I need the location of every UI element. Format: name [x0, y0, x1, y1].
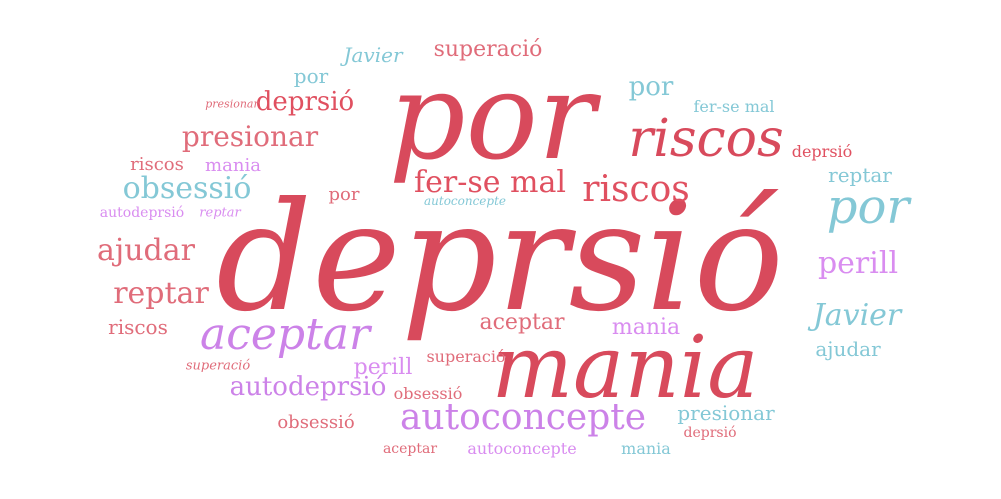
word-fer-se-mal-2: fer-se mal — [693, 97, 775, 116]
word-autodeprsio-1: autodeprsió — [229, 372, 387, 402]
word-reptar-3: reptar — [199, 205, 241, 221]
word-ajudar-1: ajudar — [97, 233, 195, 268]
word-aceptar-2: aceptar — [479, 310, 565, 335]
word-presionar-3: presionar — [205, 97, 259, 111]
word-ajudar-2: ajudar — [815, 337, 881, 361]
word-superacio-3: superació — [185, 358, 251, 374]
word-mania-3: mania — [205, 155, 261, 176]
word-javier-2: Javier — [343, 43, 403, 67]
word-mania-4: mania — [621, 439, 671, 458]
word-reptar-2: reptar — [828, 163, 892, 187]
word-por-3: por — [628, 72, 674, 102]
word-autoconcepte-2: autoconcepte — [467, 439, 577, 458]
word-obsessio-1: obsessió — [122, 171, 252, 206]
word-obsessio-3: obsessió — [393, 384, 463, 403]
word-deprsio-4: deprsió — [683, 425, 737, 441]
word-por-5: por — [328, 184, 360, 205]
word-deprsio-3: deprsió — [791, 142, 853, 161]
word-superacio-2: superació — [426, 347, 506, 366]
word-obsessio-2: obsessió — [277, 412, 355, 433]
word-fer-se-mal-1: fer-se mal — [414, 165, 566, 200]
word-perill-1: perill — [817, 246, 899, 281]
word-presionar-1: presionar — [181, 120, 319, 153]
word-deprsio-2: deprsió — [255, 87, 355, 117]
word-mania-2: mania — [611, 315, 681, 340]
word-por-large: por — [388, 48, 596, 187]
word-superacio-1: superació — [433, 37, 543, 62]
word-reptar-1: reptar — [113, 276, 209, 311]
word-riscos-2: riscos — [582, 169, 690, 210]
word-riscos-1: riscos — [628, 109, 784, 169]
word-javier-1: Javier — [812, 298, 902, 333]
word-aceptar-3: aceptar — [382, 441, 438, 457]
word-mania-large: mania — [491, 318, 759, 418]
word-deprsio-large: deprsió — [216, 171, 784, 345]
word-por-2: por — [826, 179, 910, 235]
word-riscos-4: riscos — [130, 154, 184, 175]
word-autoconcepte-1: autoconcepte — [399, 397, 647, 438]
word-perill-2: perill — [353, 355, 413, 380]
word-autodeprsio-2: autodeprsió — [99, 205, 185, 221]
word-riscos-3: riscos — [108, 315, 168, 339]
word-autoconcepte-3: autoconcepte — [423, 194, 507, 208]
word-presionar-2: presionar — [677, 401, 775, 425]
word-por-4: por — [293, 64, 329, 88]
word-aceptar-1: aceptar — [199, 309, 371, 360]
